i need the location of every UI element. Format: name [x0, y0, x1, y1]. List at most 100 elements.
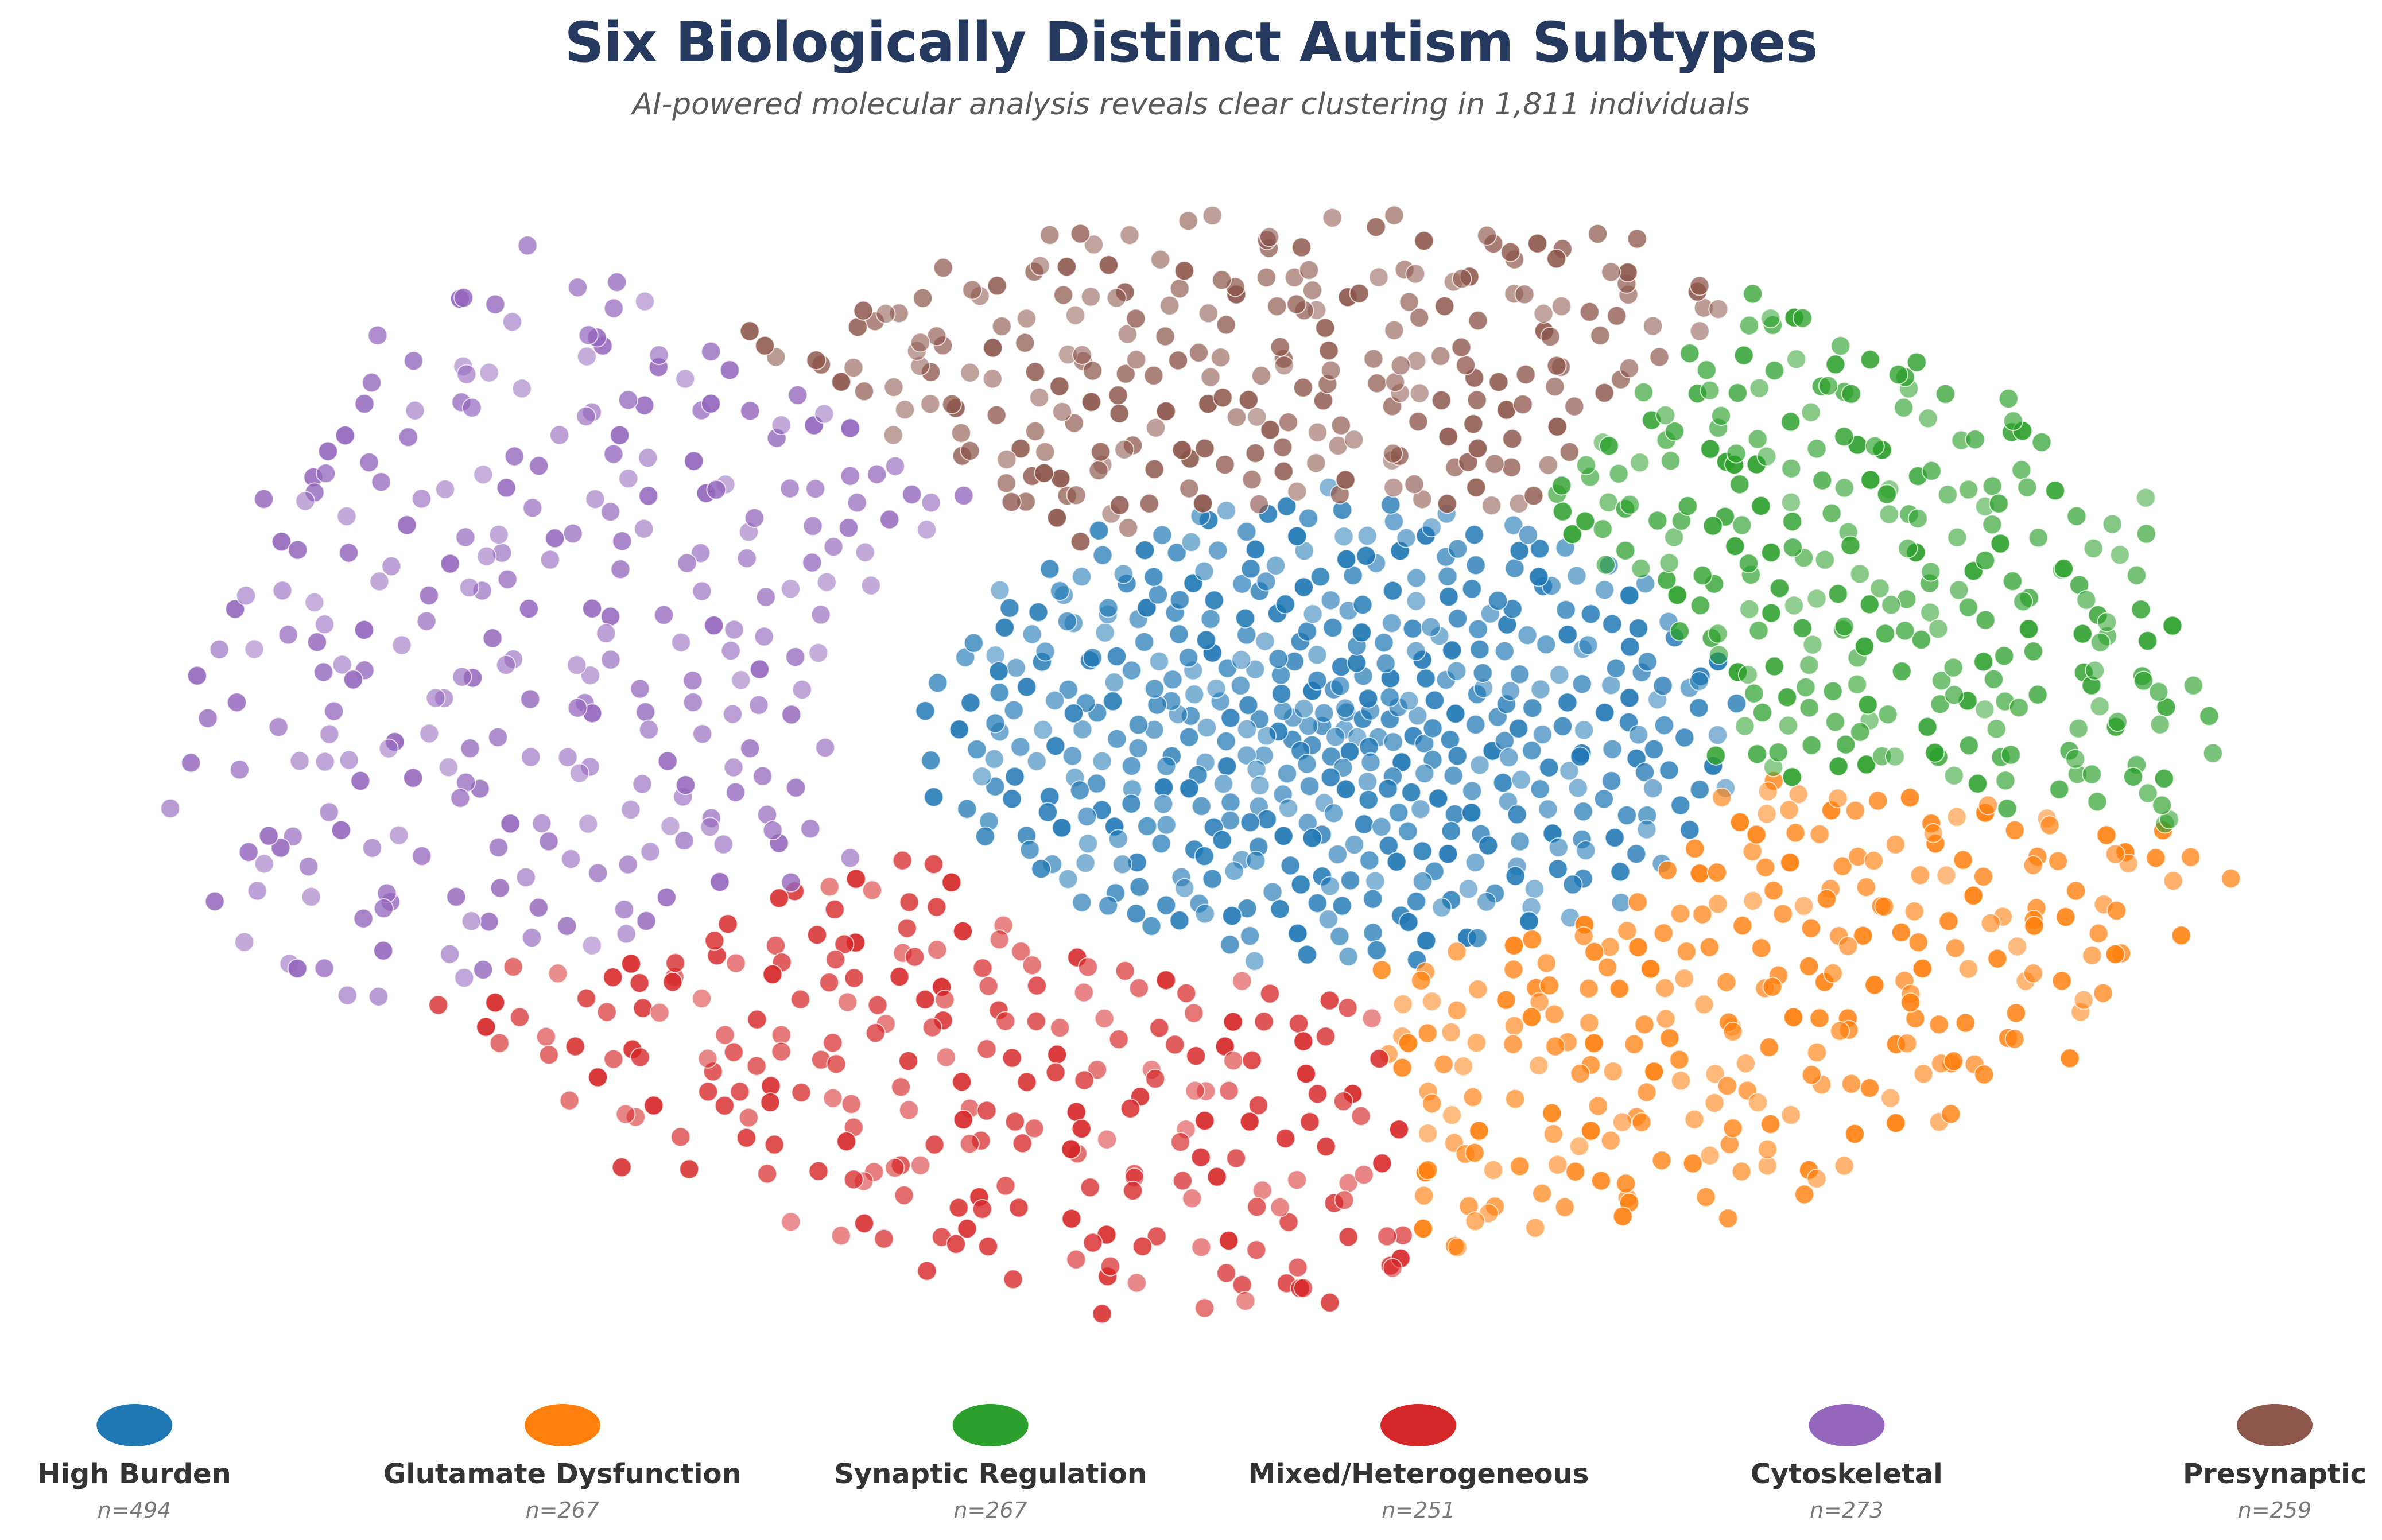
individual-dot: [1129, 876, 1150, 897]
individual-dot: [1794, 895, 1814, 916]
individual-dot: [766, 935, 786, 956]
individual-dot: [1066, 485, 1087, 506]
individual-dot: [1368, 267, 1389, 288]
individual-dot: [1876, 484, 1897, 505]
individual-dot: [1670, 795, 1691, 816]
individual-dot: [1361, 1008, 1382, 1029]
individual-dot: [1357, 771, 1378, 792]
individual-dot: [1689, 697, 1709, 718]
individual-dot: [1031, 859, 1052, 879]
individual-dot: [1545, 1036, 1566, 1057]
individual-dot: [1696, 1187, 1716, 1207]
individual-dot: [1689, 276, 1710, 296]
individual-dot: [1349, 283, 1370, 304]
individual-dot: [941, 872, 962, 893]
individual-dot: [569, 763, 590, 783]
individual-dot: [1029, 387, 1050, 408]
individual-dot: [1418, 1123, 1438, 1144]
individual-dot: [1573, 801, 1593, 822]
individual-dot: [1270, 1197, 1290, 1217]
individual-dot: [1156, 895, 1177, 916]
individual-dot: [1287, 1170, 1308, 1190]
individual-dot: [1287, 526, 1308, 546]
individual-dot: [1461, 579, 1482, 599]
individual-dot: [1149, 1018, 1170, 1038]
individual-dot: [588, 1067, 608, 1088]
individual-dot: [1222, 906, 1242, 926]
individual-dot: [1828, 584, 1848, 604]
individual-dot: [1898, 538, 1918, 558]
individual-dot: [446, 886, 467, 907]
individual-dot: [885, 456, 905, 476]
individual-dot: [1010, 439, 1031, 459]
individual-dot: [701, 393, 721, 414]
individual-dot: [336, 506, 357, 526]
page-subtitle: AI-powered molecular analysis reveals cl…: [632, 87, 1750, 122]
individual-dot: [603, 444, 624, 464]
individual-dot: [1135, 540, 1155, 561]
individual-dot: [1844, 1123, 1865, 1144]
individual-dot: [633, 998, 653, 1018]
individual-dot: [1845, 800, 1865, 821]
individual-dot: [1446, 1000, 1467, 1021]
individual-dot: [936, 1047, 956, 1068]
individual-dot: [1649, 347, 1670, 367]
individual-dot: [635, 291, 655, 312]
individual-dot: [1441, 1022, 1461, 1042]
individual-dot: [1860, 470, 1881, 490]
individual-dot: [1505, 866, 1526, 886]
individual-dot: [1409, 307, 1430, 328]
individual-dot: [1768, 742, 1789, 763]
individual-dot: [723, 704, 743, 724]
individual-dot: [2065, 748, 2086, 769]
individual-dot: [1597, 957, 1618, 977]
individual-dot: [1412, 841, 1433, 862]
individual-dot: [960, 692, 981, 713]
individual-dot: [746, 1056, 767, 1076]
individual-dot: [1602, 739, 1623, 759]
individual-dot: [1128, 715, 1149, 735]
individual-dot: [724, 619, 744, 640]
individual-dot: [1468, 438, 1488, 459]
individual-dot: [2019, 619, 2039, 639]
individual-dot: [1121, 755, 1142, 776]
individual-dot: [1994, 646, 2015, 666]
individual-dot: [1122, 660, 1142, 681]
individual-dot: [350, 770, 371, 791]
individual-dot: [706, 479, 727, 500]
individual-dot: [1481, 495, 1502, 516]
individual-dot: [1739, 553, 1759, 574]
individual-dot: [690, 543, 711, 564]
individual-dot: [473, 464, 494, 485]
individual-dot: [1478, 835, 1499, 856]
individual-dot: [1438, 426, 1458, 447]
individual-dot: [2006, 1003, 2026, 1023]
individual-dot: [1504, 935, 1524, 956]
individual-dot: [1665, 421, 1685, 442]
individual-dot: [488, 727, 508, 747]
individual-dot: [726, 782, 746, 802]
individual-dot: [1581, 604, 1601, 624]
individual-dot: [910, 332, 930, 353]
individual-dot: [1559, 761, 1580, 781]
individual-dot: [924, 787, 944, 808]
individual-dot: [764, 1134, 785, 1155]
individual-dot: [1884, 746, 1905, 767]
individual-dot: [959, 1134, 980, 1154]
individual-dot: [1921, 460, 1942, 481]
individual-dot: [337, 985, 358, 1006]
individual-dot: [353, 908, 374, 929]
individual-dot: [2171, 925, 2191, 946]
individual-dot: [1437, 566, 1458, 587]
individual-dot: [677, 553, 697, 573]
individual-dot: [921, 492, 941, 513]
individual-dot: [1743, 890, 1763, 911]
individual-dot: [1335, 698, 1356, 719]
individual-dot: [1414, 231, 1434, 251]
individual-dot: [692, 724, 713, 744]
individual-dot: [963, 633, 984, 653]
individual-dot: [1538, 799, 1558, 820]
individual-dot: [1398, 821, 1418, 841]
individual-dot: [1273, 437, 1293, 457]
individual-dot: [1453, 1056, 1473, 1077]
